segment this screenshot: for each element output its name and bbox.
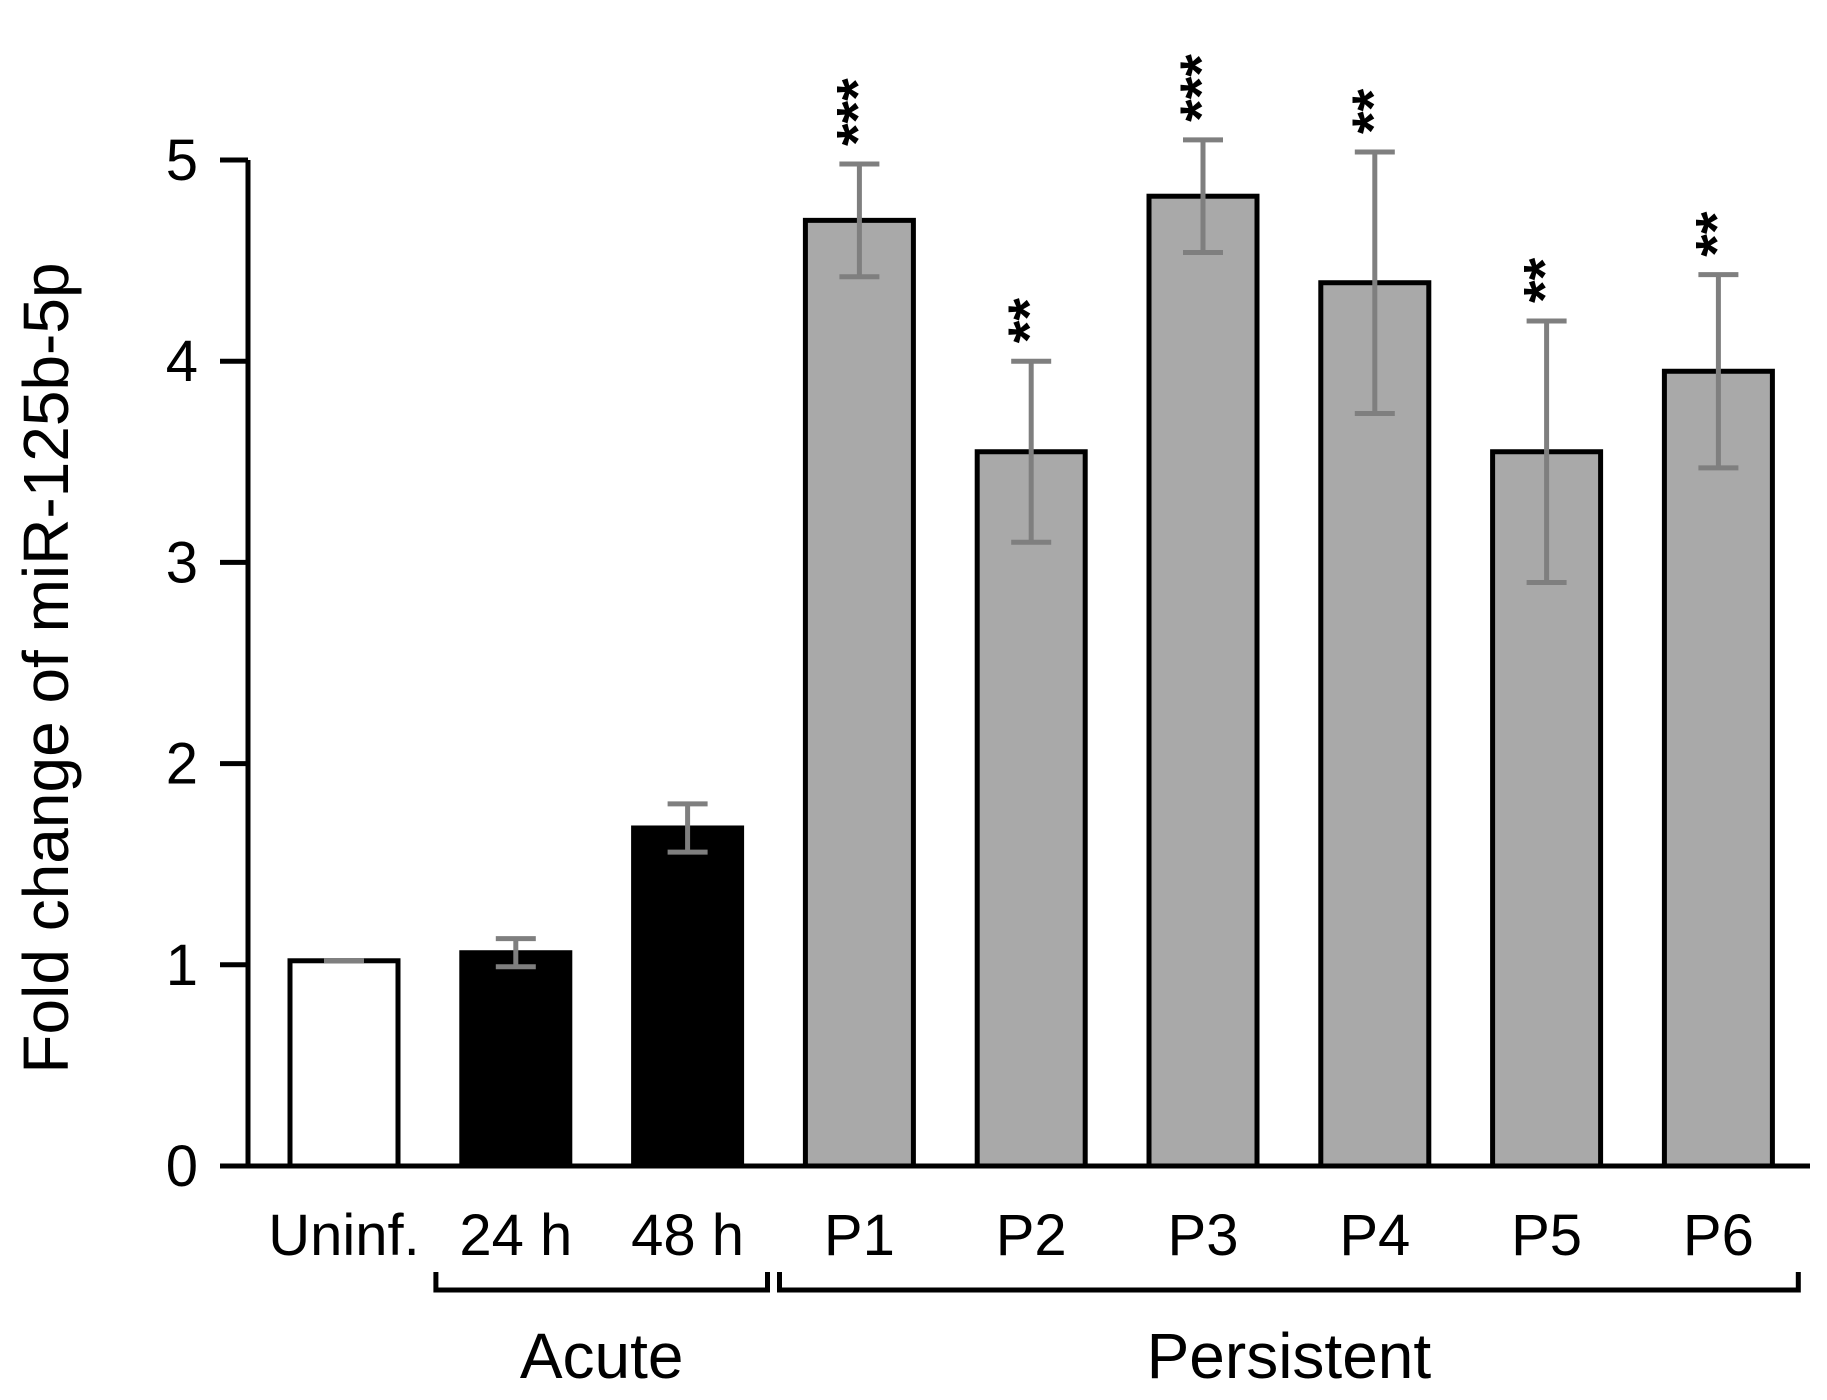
significance-label-9: ** (1684, 211, 1749, 257)
bar-uninf (287, 958, 401, 1169)
x-tick-label-p5: P5 (1511, 1203, 1582, 1268)
error-bar-9 (1698, 272, 1739, 471)
bar-p6 (1661, 368, 1775, 1169)
error-bars-layer (324, 137, 1739, 970)
x-tick-label-p2: P2 (996, 1203, 1067, 1268)
significance-layer: ******** ****** (825, 54, 1749, 343)
x-tick-label-uninf: Uninf. (268, 1203, 420, 1268)
error-bar-6 (1183, 137, 1223, 256)
group-bracket-persistent: Persistent (777, 1272, 1801, 1392)
bar-p4 (1318, 280, 1432, 1169)
significance-label-5: ** (997, 298, 1062, 344)
bars-layer (287, 193, 1775, 1169)
error-bar-7 (1354, 149, 1395, 417)
y-axis: 0 1 2 3 4 5 (166, 128, 251, 1199)
y-tick-label-3: 3 (166, 530, 198, 595)
bar-p2 (974, 449, 1088, 1169)
bar-48-h (631, 825, 745, 1169)
y-tick-label-0: 0 (166, 1134, 198, 1199)
error-bar-4 (839, 161, 880, 280)
x-tick-label-24-h: 24 h (459, 1203, 572, 1268)
x-tick-label-p3: P3 (1168, 1203, 1239, 1268)
significance-label-4: *** (825, 78, 890, 146)
bar-24-h (459, 950, 573, 1169)
x-tick-label-48-h: 48 h (631, 1203, 744, 1268)
y-axis-title: Fold change of miR-125b-5p (10, 262, 82, 1073)
x-tick-label-p4: P4 (1339, 1203, 1410, 1268)
group-brackets: Acute Persistent (433, 1272, 1801, 1392)
y-tick-label-1: 1 (166, 933, 198, 998)
bar-p1 (802, 217, 916, 1169)
error-bar-8 (1526, 318, 1567, 586)
bar-p5 (1490, 449, 1604, 1169)
error-bar-3 (667, 801, 708, 855)
group-bracket-line-acute (433, 1272, 770, 1293)
error-bar-2 (495, 936, 536, 970)
y-tick-label-4: 4 (166, 329, 198, 394)
error-bar-5 (1011, 358, 1052, 545)
y-tick-label-5: 5 (166, 128, 198, 193)
x-tick-label-p6: P6 (1683, 1203, 1754, 1268)
significance-label-8: ** (1513, 257, 1578, 303)
x-axis: Uninf. 24 h 48 h P1 P2 P3 P4 P5 P6 (248, 1163, 1810, 1268)
y-tick-label-2: 2 (166, 732, 198, 797)
significance-label-6: *** (1169, 54, 1234, 122)
group-bracket-line-persistent (777, 1272, 1801, 1293)
x-tick-label-p1: P1 (824, 1203, 895, 1268)
significance-label-7: ** (1341, 88, 1406, 134)
bar-p3 (1146, 193, 1260, 1169)
group-label-acute: Acute (520, 1320, 684, 1392)
group-bracket-acute: Acute (433, 1272, 770, 1392)
group-label-persistent: Persistent (1147, 1320, 1432, 1392)
